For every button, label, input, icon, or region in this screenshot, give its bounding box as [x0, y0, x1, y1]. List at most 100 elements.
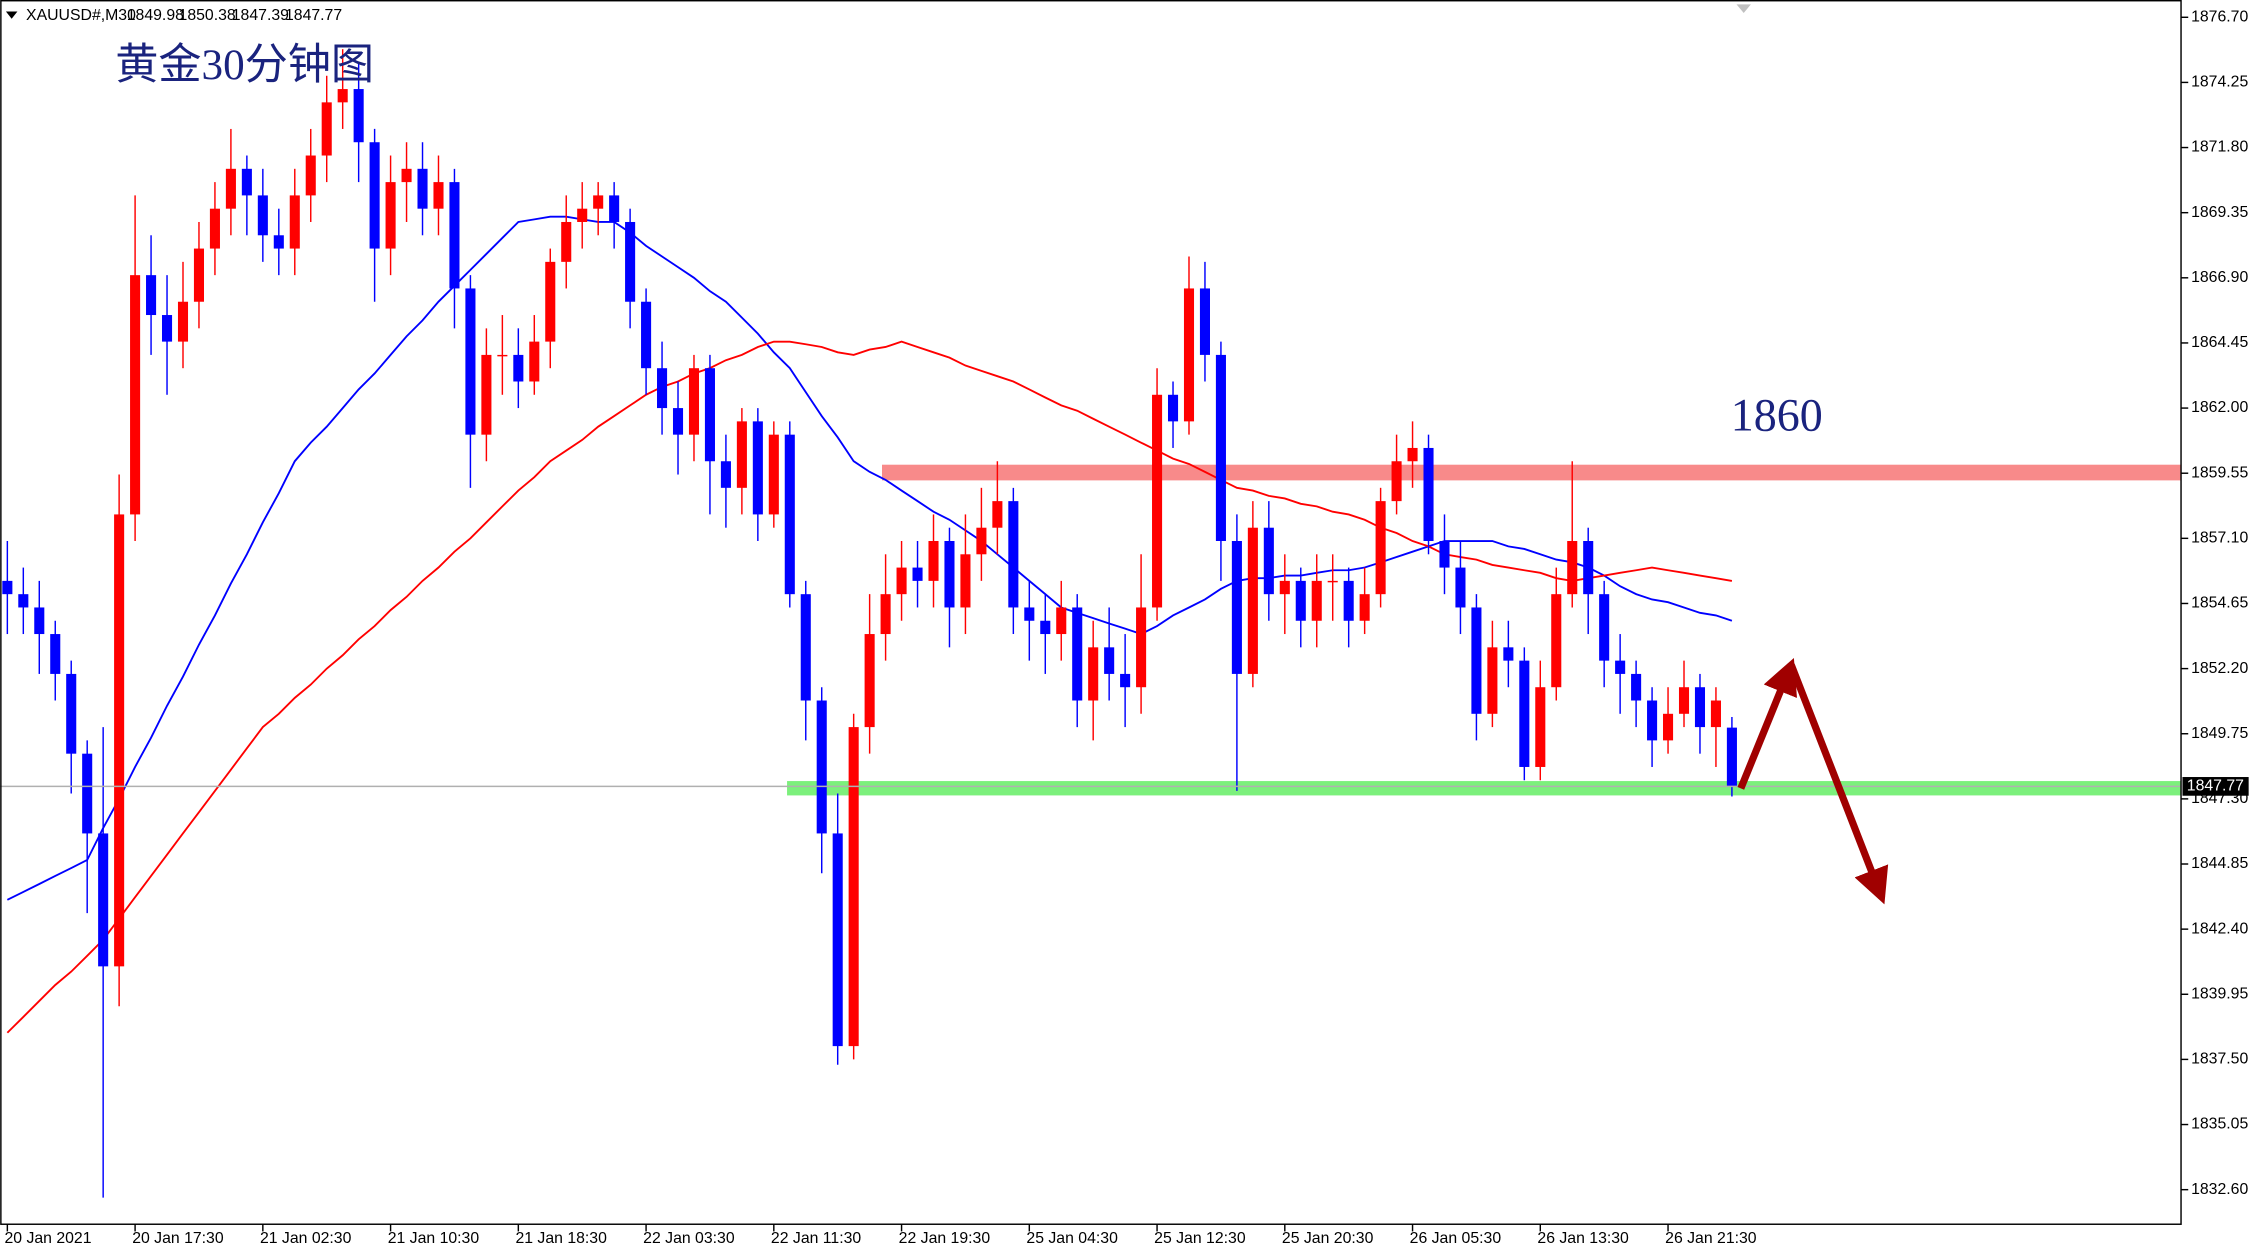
- candle-body: [2, 580, 13, 595]
- plot-frame: [0, 0, 2182, 1225]
- candle-body: [1024, 607, 1035, 621]
- candle-body: [1439, 541, 1450, 568]
- candle-body: [1104, 647, 1115, 674]
- x-tick-label: 21 Jan 18:30: [515, 1230, 607, 1247]
- candle-body: [768, 434, 779, 515]
- y-tick-label: 1832.60: [2191, 1181, 2248, 1198]
- candle-body: [1615, 660, 1626, 674]
- candle-body: [1471, 607, 1482, 714]
- candle-body: [736, 421, 747, 488]
- candle-body: [1631, 673, 1642, 701]
- candle-body: [193, 248, 205, 302]
- candle-body: [1647, 700, 1658, 741]
- y-tick-label: 1874.25: [2191, 74, 2248, 91]
- candle-body: [1407, 447, 1418, 462]
- candle-body: [1008, 501, 1019, 608]
- candle-body: [449, 182, 460, 289]
- x-tick-label: 22 Jan 11:30: [771, 1230, 861, 1247]
- candle-body: [241, 168, 252, 196]
- candle-body: [1343, 580, 1354, 621]
- header-icon: [5, 11, 18, 19]
- candle-body: [146, 275, 157, 316]
- candle-body: [1599, 594, 1610, 661]
- candle-body: [960, 554, 971, 608]
- x-tick-label: 20 Jan 2021: [4, 1230, 91, 1247]
- x-tick-label: 25 Jan 20:30: [1282, 1230, 1374, 1247]
- candle-body: [784, 434, 795, 595]
- candle-body: [752, 421, 763, 515]
- candle-body: [672, 408, 684, 435]
- candle-body: [1279, 580, 1290, 595]
- x-tick-label: 21 Jan 10:30: [388, 1230, 480, 1247]
- candle-body: [1231, 541, 1242, 674]
- candle-body: [1551, 594, 1562, 688]
- candle-body: [1072, 607, 1083, 701]
- candle-body: [1487, 647, 1498, 714]
- y-tick-label: 1837.50: [2191, 1051, 2248, 1068]
- candle-body: [66, 673, 77, 754]
- candle-body: [1247, 527, 1258, 674]
- y-tick-label: 1859.55: [2191, 464, 2248, 481]
- candle-body: [1423, 447, 1434, 541]
- y-tick-label: 1869.35: [2191, 204, 2248, 221]
- candle-body: [577, 208, 588, 222]
- header-high: 1850.38: [179, 7, 236, 24]
- scroll-marker: [1736, 4, 1751, 13]
- candle-body: [864, 634, 875, 728]
- candle-body: [1519, 660, 1530, 767]
- candle-body: [114, 514, 125, 967]
- candle-body: [321, 102, 332, 156]
- candle-body: [816, 700, 827, 834]
- candle-body: [50, 634, 61, 674]
- candle-body: [417, 168, 428, 209]
- candle-body: [481, 354, 492, 435]
- candle-body: [401, 168, 412, 183]
- candle-body: [1215, 354, 1226, 541]
- candle-body: [992, 501, 1003, 528]
- x-tick-label: 26 Jan 13:30: [1537, 1230, 1629, 1247]
- y-tick-label: 1835.05: [2191, 1116, 2248, 1133]
- candle-body: [1535, 687, 1546, 767]
- x-tick-label: 26 Jan 21:30: [1665, 1230, 1757, 1247]
- candle-body: [1503, 647, 1514, 661]
- candle-body: [497, 354, 508, 357]
- candle-body: [98, 833, 109, 967]
- candle-body: [305, 155, 316, 196]
- candle-body: [289, 195, 300, 249]
- x-tick-label: 26 Jan 05:30: [1410, 1230, 1502, 1247]
- candle-body: [1056, 607, 1067, 635]
- candle-body: [529, 341, 540, 382]
- arrow-up: [1737, 657, 1797, 790]
- candle-body: [433, 182, 444, 209]
- candle-body: [641, 301, 652, 369]
- candle-body: [1136, 607, 1147, 688]
- annotation: 1860: [1731, 390, 1823, 441]
- candle-body: [1183, 288, 1195, 422]
- x-tick-label: 20 Jan 17:30: [132, 1230, 224, 1247]
- candle-body: [225, 168, 236, 209]
- candle-body: [1167, 394, 1179, 422]
- candle-body: [130, 275, 141, 515]
- candle-body: [161, 315, 173, 342]
- candle-body: [1040, 620, 1051, 635]
- candle-body: [1295, 580, 1306, 621]
- candle-body: [1567, 541, 1578, 595]
- y-tick-label: 1862.00: [2191, 399, 2248, 416]
- chart-title: 黄金30分钟图: [115, 41, 374, 89]
- y-tick-label: 1852.20: [2191, 660, 2248, 677]
- header-low: 1847.39: [232, 7, 289, 24]
- candle-body: [657, 368, 668, 409]
- candle-body: [609, 195, 620, 222]
- candle-body: [1583, 541, 1594, 595]
- candle-body: [1455, 567, 1466, 608]
- x-tick-label: 25 Jan 04:30: [1026, 1230, 1118, 1247]
- y-tick-label: 1842.40: [2191, 920, 2248, 937]
- y-tick-label: 1844.85: [2191, 855, 2248, 872]
- candle-body: [944, 541, 955, 608]
- candle-body: [848, 727, 859, 1047]
- candle-body: [688, 368, 700, 435]
- candle-body: [513, 354, 524, 382]
- candle-body: [34, 607, 45, 635]
